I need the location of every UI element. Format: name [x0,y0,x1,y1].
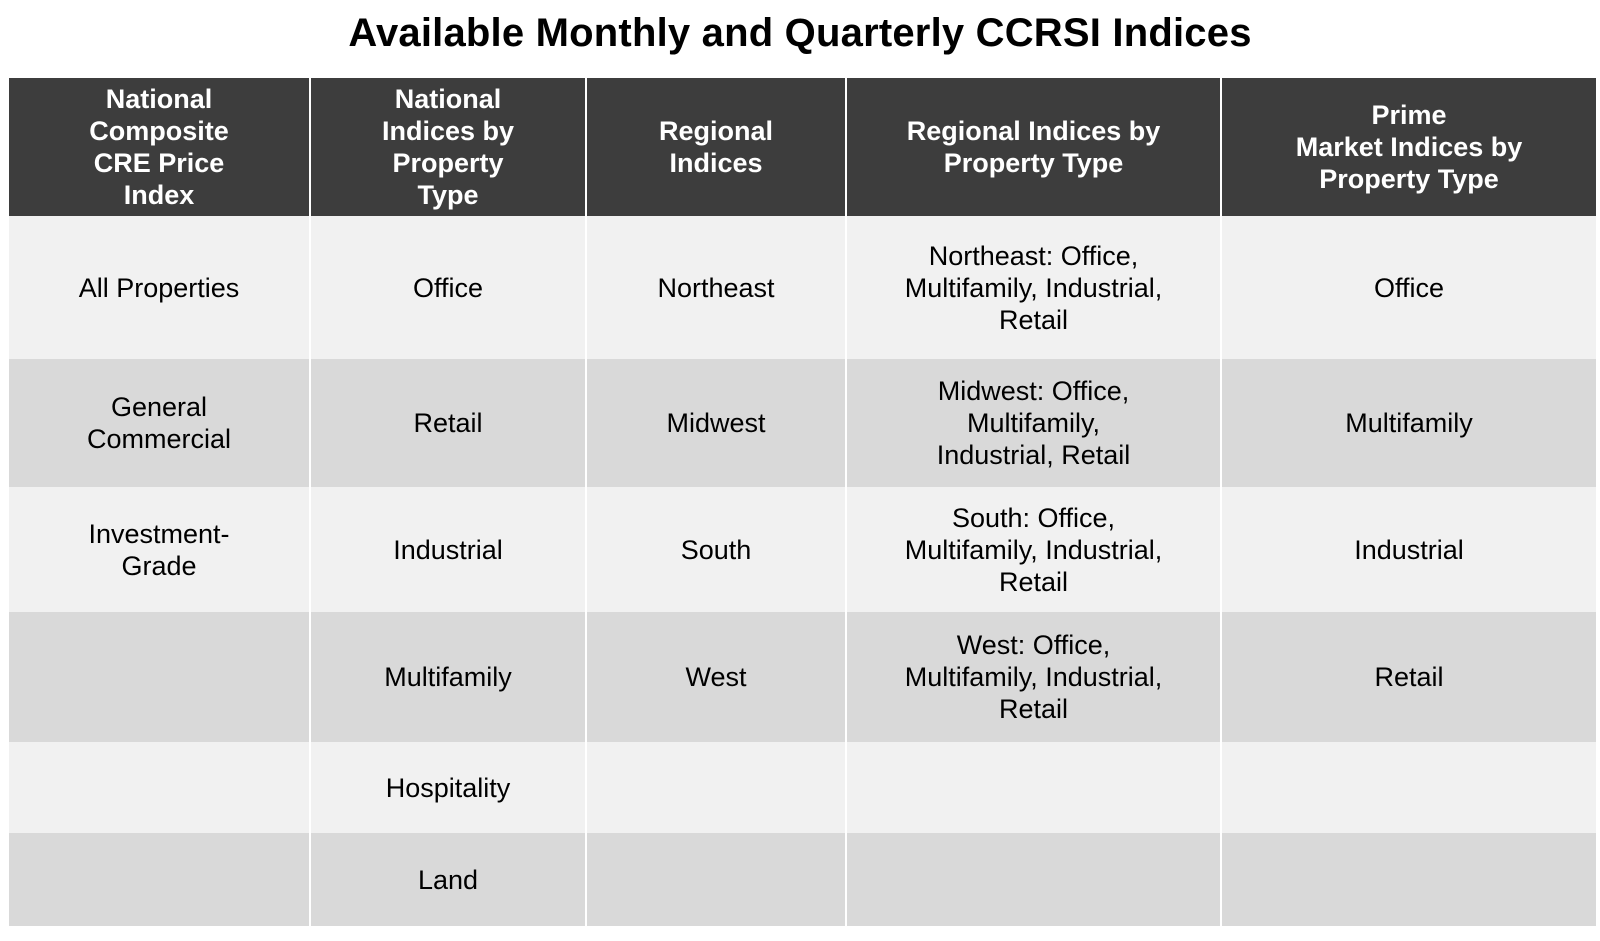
table-cell [9,742,311,833]
table-cell: South: Office, Multifamily, Industrial, … [845,487,1222,612]
table-cell: Industrial [1220,487,1596,612]
table-cell: Land [309,833,587,926]
table-row: All Properties Office Northeast Northeas… [9,216,1596,359]
table-cell [845,742,1222,833]
table-row: Land [9,833,1596,926]
table-cell: West: Office, Multifamily, Industrial, R… [845,612,1222,742]
table-row: Investment- Grade Industrial South South… [9,487,1596,612]
table-cell: Midwest: Office, Multifamily, Industrial… [845,359,1222,487]
table-cell: Office [309,216,587,359]
table-cell [585,742,847,833]
table-cell: Investment- Grade [9,487,311,612]
column-header-regional-by-property-type: Regional Indices by Property Type [845,78,1222,216]
table-cell: Hospitality [309,742,587,833]
table-cell [845,833,1222,926]
table-cell: Office [1220,216,1596,359]
table-row: Multifamily West West: Office, Multifami… [9,612,1596,742]
table-cell: Northeast: Office, Multifamily, Industri… [845,216,1222,359]
table-cell [1220,742,1596,833]
column-header-regional: Regional Indices [585,78,847,216]
table-cell [1220,833,1596,926]
table-cell: General Commercial [9,359,311,487]
table-cell: Industrial [309,487,587,612]
column-header-national-composite: National Composite CRE Price Index [9,78,311,216]
table-cell: Midwest [585,359,847,487]
page-title: Available Monthly and Quarterly CCRSI In… [348,11,1252,55]
table-cell: Retail [309,359,587,487]
indices-table: National Composite CRE Price Index Natio… [9,78,1596,926]
table-row: General Commercial Retail Midwest Midwes… [9,359,1596,487]
table-cell: Northeast [585,216,847,359]
table-header-row: National Composite CRE Price Index Natio… [9,78,1596,216]
table-cell: Multifamily [309,612,587,742]
table-cell [9,612,311,742]
column-header-prime-market-by-property-type: Prime Market Indices by Property Type [1220,78,1596,216]
column-header-national-by-property-type: National Indices by Property Type [309,78,587,216]
table-cell: West [585,612,847,742]
table-cell: Multifamily [1220,359,1596,487]
table-cell: All Properties [9,216,311,359]
table-cell: Retail [1220,612,1596,742]
table-row: Hospitality [9,742,1596,833]
table-cell [585,833,847,926]
table-cell: South [585,487,847,612]
table-cell [9,833,311,926]
